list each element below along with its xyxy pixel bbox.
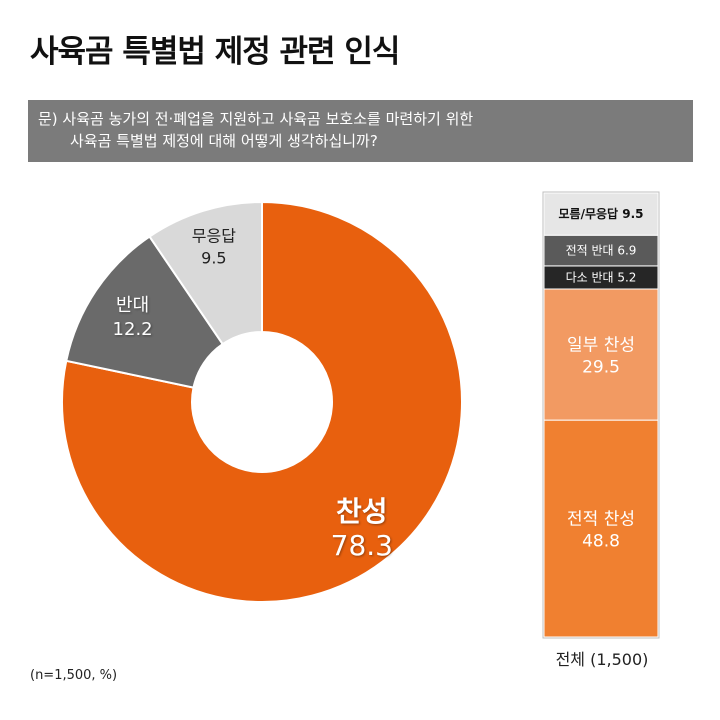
donut-value-label: 12.2 bbox=[113, 319, 153, 340]
page-title: 사육곰 특별법 제정 관련 인식 bbox=[30, 34, 400, 70]
stacked-segment-name: 전적 찬성 bbox=[567, 510, 635, 530]
stacked-segment-strong-oppose bbox=[543, 234, 659, 267]
stacked-segment-name: 일부 찬성 bbox=[567, 336, 635, 356]
donut-slice-agree bbox=[61, 200, 463, 603]
sample-note: (n=1,500, %) bbox=[30, 668, 118, 683]
donut-category-label: 반대 bbox=[116, 295, 149, 316]
stacked-bar-category-label: 전체 (1,500) bbox=[555, 650, 649, 669]
stacked-segment-strong-agree bbox=[543, 419, 659, 638]
stacked-segment-label: 다소 반대 5.2 bbox=[566, 270, 637, 284]
donut-label-no-answer: 무응답 9.5 bbox=[192, 227, 236, 268]
stacked-segment-partial-agree bbox=[543, 288, 659, 421]
donut-slice-oppose bbox=[65, 235, 225, 389]
stacked-bar-outline bbox=[542, 191, 660, 639]
stacked-segment-dont-know bbox=[543, 192, 659, 236]
stacked-segment-value: 48.8 bbox=[582, 532, 620, 552]
question-line-1: 문) 사육곰 농가의 전·폐업을 지원하고 사육곰 보호소를 마련하기 위한 bbox=[38, 110, 474, 128]
stacked-segment-label: 전적 반대 6.9 bbox=[566, 244, 637, 258]
stacked-segment-value: 29.5 bbox=[582, 358, 620, 378]
stacked-segment-label: 모름/무응답 9.5 bbox=[558, 206, 643, 221]
donut-category-label: 무응답 bbox=[192, 227, 236, 246]
donut-value-label: 78.3 bbox=[331, 529, 393, 562]
question-box: 문) 사육곰 농가의 전·폐업을 지원하고 사육곰 보호소를 마련하기 위한 사… bbox=[28, 100, 693, 162]
donut-category-label: 찬성 bbox=[336, 495, 388, 528]
donut-slice-no-answer bbox=[148, 200, 263, 346]
question-line-2: 사육곰 특별법 제정에 대해 어떻게 생각하십니까? bbox=[70, 132, 378, 150]
donut-label-oppose: 반대 12.2 bbox=[113, 295, 153, 340]
donut-value-label: 9.5 bbox=[201, 249, 226, 268]
